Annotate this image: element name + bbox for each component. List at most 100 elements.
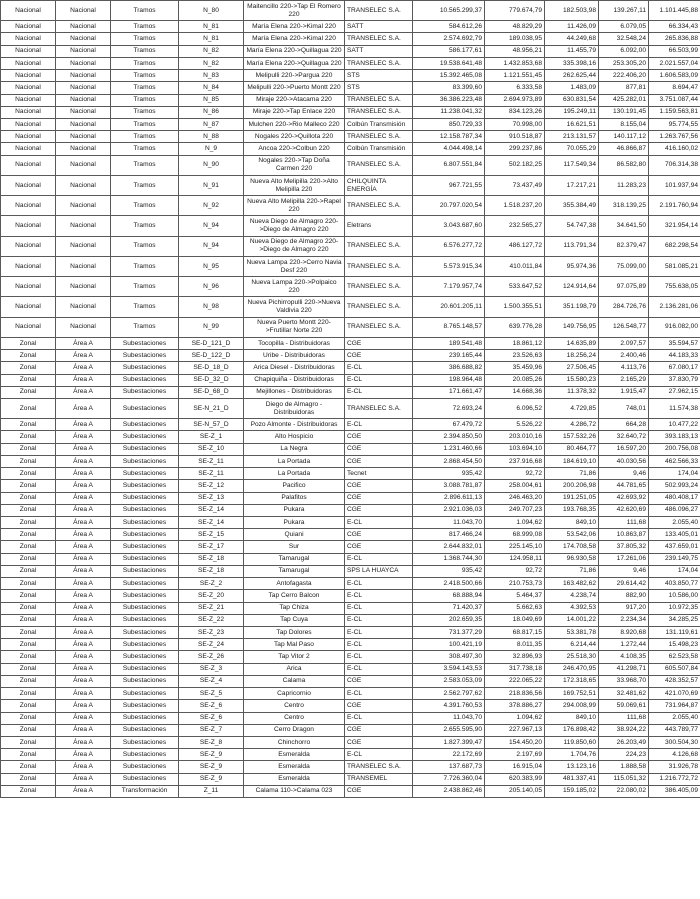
- cell-value-4[interactable]: 140.117,12: [598, 130, 649, 144]
- cell-value-1[interactable]: 11.238.041,32: [412, 105, 485, 120]
- cell-element[interactable]: Melipulli 220->Pargua 220: [243, 69, 345, 83]
- cell-asset-type[interactable]: Subestaciones: [110, 650, 179, 664]
- cell-value-1[interactable]: 19.538.641,48: [412, 56, 485, 71]
- table-row[interactable]: Zonal Área A Transformación Z_11 Calama 110-…: [0, 784, 700, 799]
- cell-asset-type[interactable]: Tramos: [110, 255, 179, 278]
- cell-value-2[interactable]: 124.958,11: [484, 552, 545, 566]
- cell-value-4[interactable]: 75.099,00: [598, 255, 649, 278]
- cell-owner[interactable]: Eletrans: [344, 215, 413, 237]
- table-row[interactable]: Nacional Nacional Tramos N_84 Melipulli 220-…: [0, 81, 700, 95]
- cell-value-4[interactable]: 224,23: [598, 748, 649, 762]
- cell-element[interactable]: Tamarugal: [243, 564, 345, 579]
- cell-value-2[interactable]: 1.094,62: [484, 711, 545, 725]
- cell-area[interactable]: Área A: [55, 491, 111, 505]
- cell-asset-type[interactable]: Subestaciones: [110, 479, 179, 493]
- cell-value-1[interactable]: 15.392.465,08: [412, 69, 485, 83]
- cell-value-3[interactable]: 113.791,34: [544, 235, 599, 257]
- cell-asset-type[interactable]: Subestaciones: [110, 467, 179, 481]
- cell-area[interactable]: Área A: [55, 336, 111, 351]
- cell-segment[interactable]: Nacional: [0, 32, 56, 46]
- cell-value-3[interactable]: 355.384,49: [544, 195, 599, 217]
- cell-element[interactable]: Miraje 220->Tap Enlace 220: [243, 105, 345, 120]
- cell-value-5[interactable]: 502.993,24: [648, 479, 700, 493]
- cell-owner[interactable]: TRANSELEC S.A.: [344, 154, 413, 176]
- cell-value-3[interactable]: 630.831,54: [544, 93, 599, 107]
- cell-value-2[interactable]: 225.145,10: [484, 540, 545, 554]
- cell-value-5[interactable]: 916.082,00: [648, 316, 700, 338]
- cell-value-2[interactable]: 154.450,20: [484, 735, 545, 750]
- cell-value-2[interactable]: 68.999,08: [484, 528, 545, 542]
- cell-value-5[interactable]: 416.160,02: [648, 142, 700, 156]
- cell-owner[interactable]: E-CL: [344, 711, 413, 725]
- cell-value-2[interactable]: 502.182,25: [484, 154, 545, 176]
- table-row[interactable]: Nacional Nacional Tramos N_81 María Elena 22…: [0, 32, 700, 46]
- cell-asset-type[interactable]: Subestaciones: [110, 503, 179, 518]
- cell-segment[interactable]: Zonal: [0, 503, 56, 518]
- cell-code[interactable]: N_81: [178, 32, 244, 46]
- cell-asset-type[interactable]: Subestaciones: [110, 601, 179, 615]
- cell-value-4[interactable]: 6.092,00: [598, 44, 649, 58]
- cell-asset-type[interactable]: Subestaciones: [110, 540, 179, 554]
- cell-value-4[interactable]: 126.548,77: [598, 316, 649, 338]
- cell-code[interactable]: SE-Z_6: [178, 699, 244, 713]
- cell-value-4[interactable]: 38.924,22: [598, 723, 649, 737]
- cell-element[interactable]: María Elena 220->Quillagua 220: [243, 44, 345, 58]
- cell-area[interactable]: Área A: [55, 540, 111, 554]
- cell-code[interactable]: SE-Z_11: [178, 454, 244, 469]
- cell-value-2[interactable]: 18.861,12: [484, 336, 545, 351]
- cell-area[interactable]: Área A: [55, 454, 111, 469]
- cell-owner[interactable]: TRANSELEC S.A.: [344, 195, 413, 217]
- cell-value-2[interactable]: 249.707,23: [484, 503, 545, 518]
- cell-value-3[interactable]: 54.747,38: [544, 215, 599, 237]
- cell-element[interactable]: Nogales 220->Tap Doña Carmen 220: [243, 154, 345, 176]
- cell-value-4[interactable]: 1.915,47: [598, 385, 649, 400]
- cell-value-3[interactable]: 119.850,60: [544, 735, 599, 750]
- cell-value-2[interactable]: 73.437,49: [484, 174, 545, 197]
- cell-code[interactable]: N_81: [178, 20, 244, 34]
- cell-value-2[interactable]: 1.121.551,45: [484, 69, 545, 83]
- table-row[interactable]: Nacional Nacional Tramos N_9 Ancoa 220->Colb…: [0, 142, 700, 156]
- cell-code[interactable]: SE-D_122_D: [178, 349, 244, 363]
- cell-value-3[interactable]: 849,10: [544, 711, 599, 725]
- cell-segment[interactable]: Zonal: [0, 662, 56, 676]
- cell-value-3[interactable]: 17.217,21: [544, 174, 599, 197]
- cell-value-3[interactable]: 4.729,85: [544, 397, 599, 420]
- cell-value-5[interactable]: 1.216.772,72: [648, 772, 700, 786]
- table-row[interactable]: Zonal Área A Subestaciones SE-Z_9 Esmeralda T…: [0, 760, 700, 774]
- cell-owner[interactable]: CGE: [344, 699, 413, 713]
- cell-element[interactable]: Nueva Lampa 220->Cerro Navia Desf 220: [243, 255, 345, 278]
- cell-value-1[interactable]: 12.158.787,34: [412, 130, 485, 144]
- cell-segment[interactable]: Zonal: [0, 491, 56, 505]
- cell-owner[interactable]: CGE: [344, 336, 413, 351]
- cell-value-4[interactable]: 8.155,04: [598, 117, 649, 132]
- table-row[interactable]: Zonal Área A Subestaciones SE-Z_2 Antofagast…: [0, 577, 700, 591]
- cell-element[interactable]: Nueva Puerto Montt 220->Frutillar Norte …: [243, 316, 345, 338]
- table-row[interactable]: Nacional Nacional Tramos N_95 Nueva Lampa 22…: [0, 255, 700, 278]
- cell-owner[interactable]: CGE: [344, 528, 413, 542]
- cell-area[interactable]: Área A: [55, 687, 111, 701]
- table-row[interactable]: Zonal Área A Subestaciones SE-Z_24 Tap Mal P…: [0, 638, 700, 652]
- cell-code[interactable]: N_82: [178, 56, 244, 71]
- cell-element[interactable]: Nueva Pichirropulli 220->Nueva Valdivia …: [243, 296, 345, 318]
- cell-segment[interactable]: Nacional: [0, 69, 56, 83]
- cell-asset-type[interactable]: Subestaciones: [110, 687, 179, 701]
- cell-value-5[interactable]: 2.055,40: [648, 515, 700, 530]
- cell-area[interactable]: Área A: [55, 735, 111, 750]
- cell-value-1[interactable]: 1.827.399,47: [412, 735, 485, 750]
- cell-element[interactable]: Arica Diesel - Distribuidoras: [243, 361, 345, 375]
- table-row[interactable]: Zonal Área A Subestaciones SE-Z_11 La Portad…: [0, 467, 700, 481]
- cell-segment[interactable]: Zonal: [0, 336, 56, 351]
- cell-value-5[interactable]: 133.405,01: [648, 528, 700, 542]
- cell-value-2[interactable]: 32.896,93: [484, 650, 545, 664]
- cell-value-4[interactable]: 32.481,62: [598, 687, 649, 701]
- cell-area[interactable]: Área A: [55, 601, 111, 615]
- cell-owner[interactable]: E-CL: [344, 361, 413, 375]
- cell-value-4[interactable]: 32.548,24: [598, 32, 649, 46]
- cell-element[interactable]: Maitencillo 220->Tap El Romero 220: [243, 0, 345, 22]
- cell-value-5[interactable]: 4.126,68: [648, 748, 700, 762]
- table-row[interactable]: Nacional Nacional Tramos N_94 Nueva Diego de…: [0, 215, 700, 237]
- cell-value-4[interactable]: 877,81: [598, 81, 649, 95]
- cell-value-3[interactable]: 18.256,24: [544, 349, 599, 363]
- cell-value-5[interactable]: 731.964,87: [648, 699, 700, 713]
- cell-value-3[interactable]: 6.214,44: [544, 638, 599, 652]
